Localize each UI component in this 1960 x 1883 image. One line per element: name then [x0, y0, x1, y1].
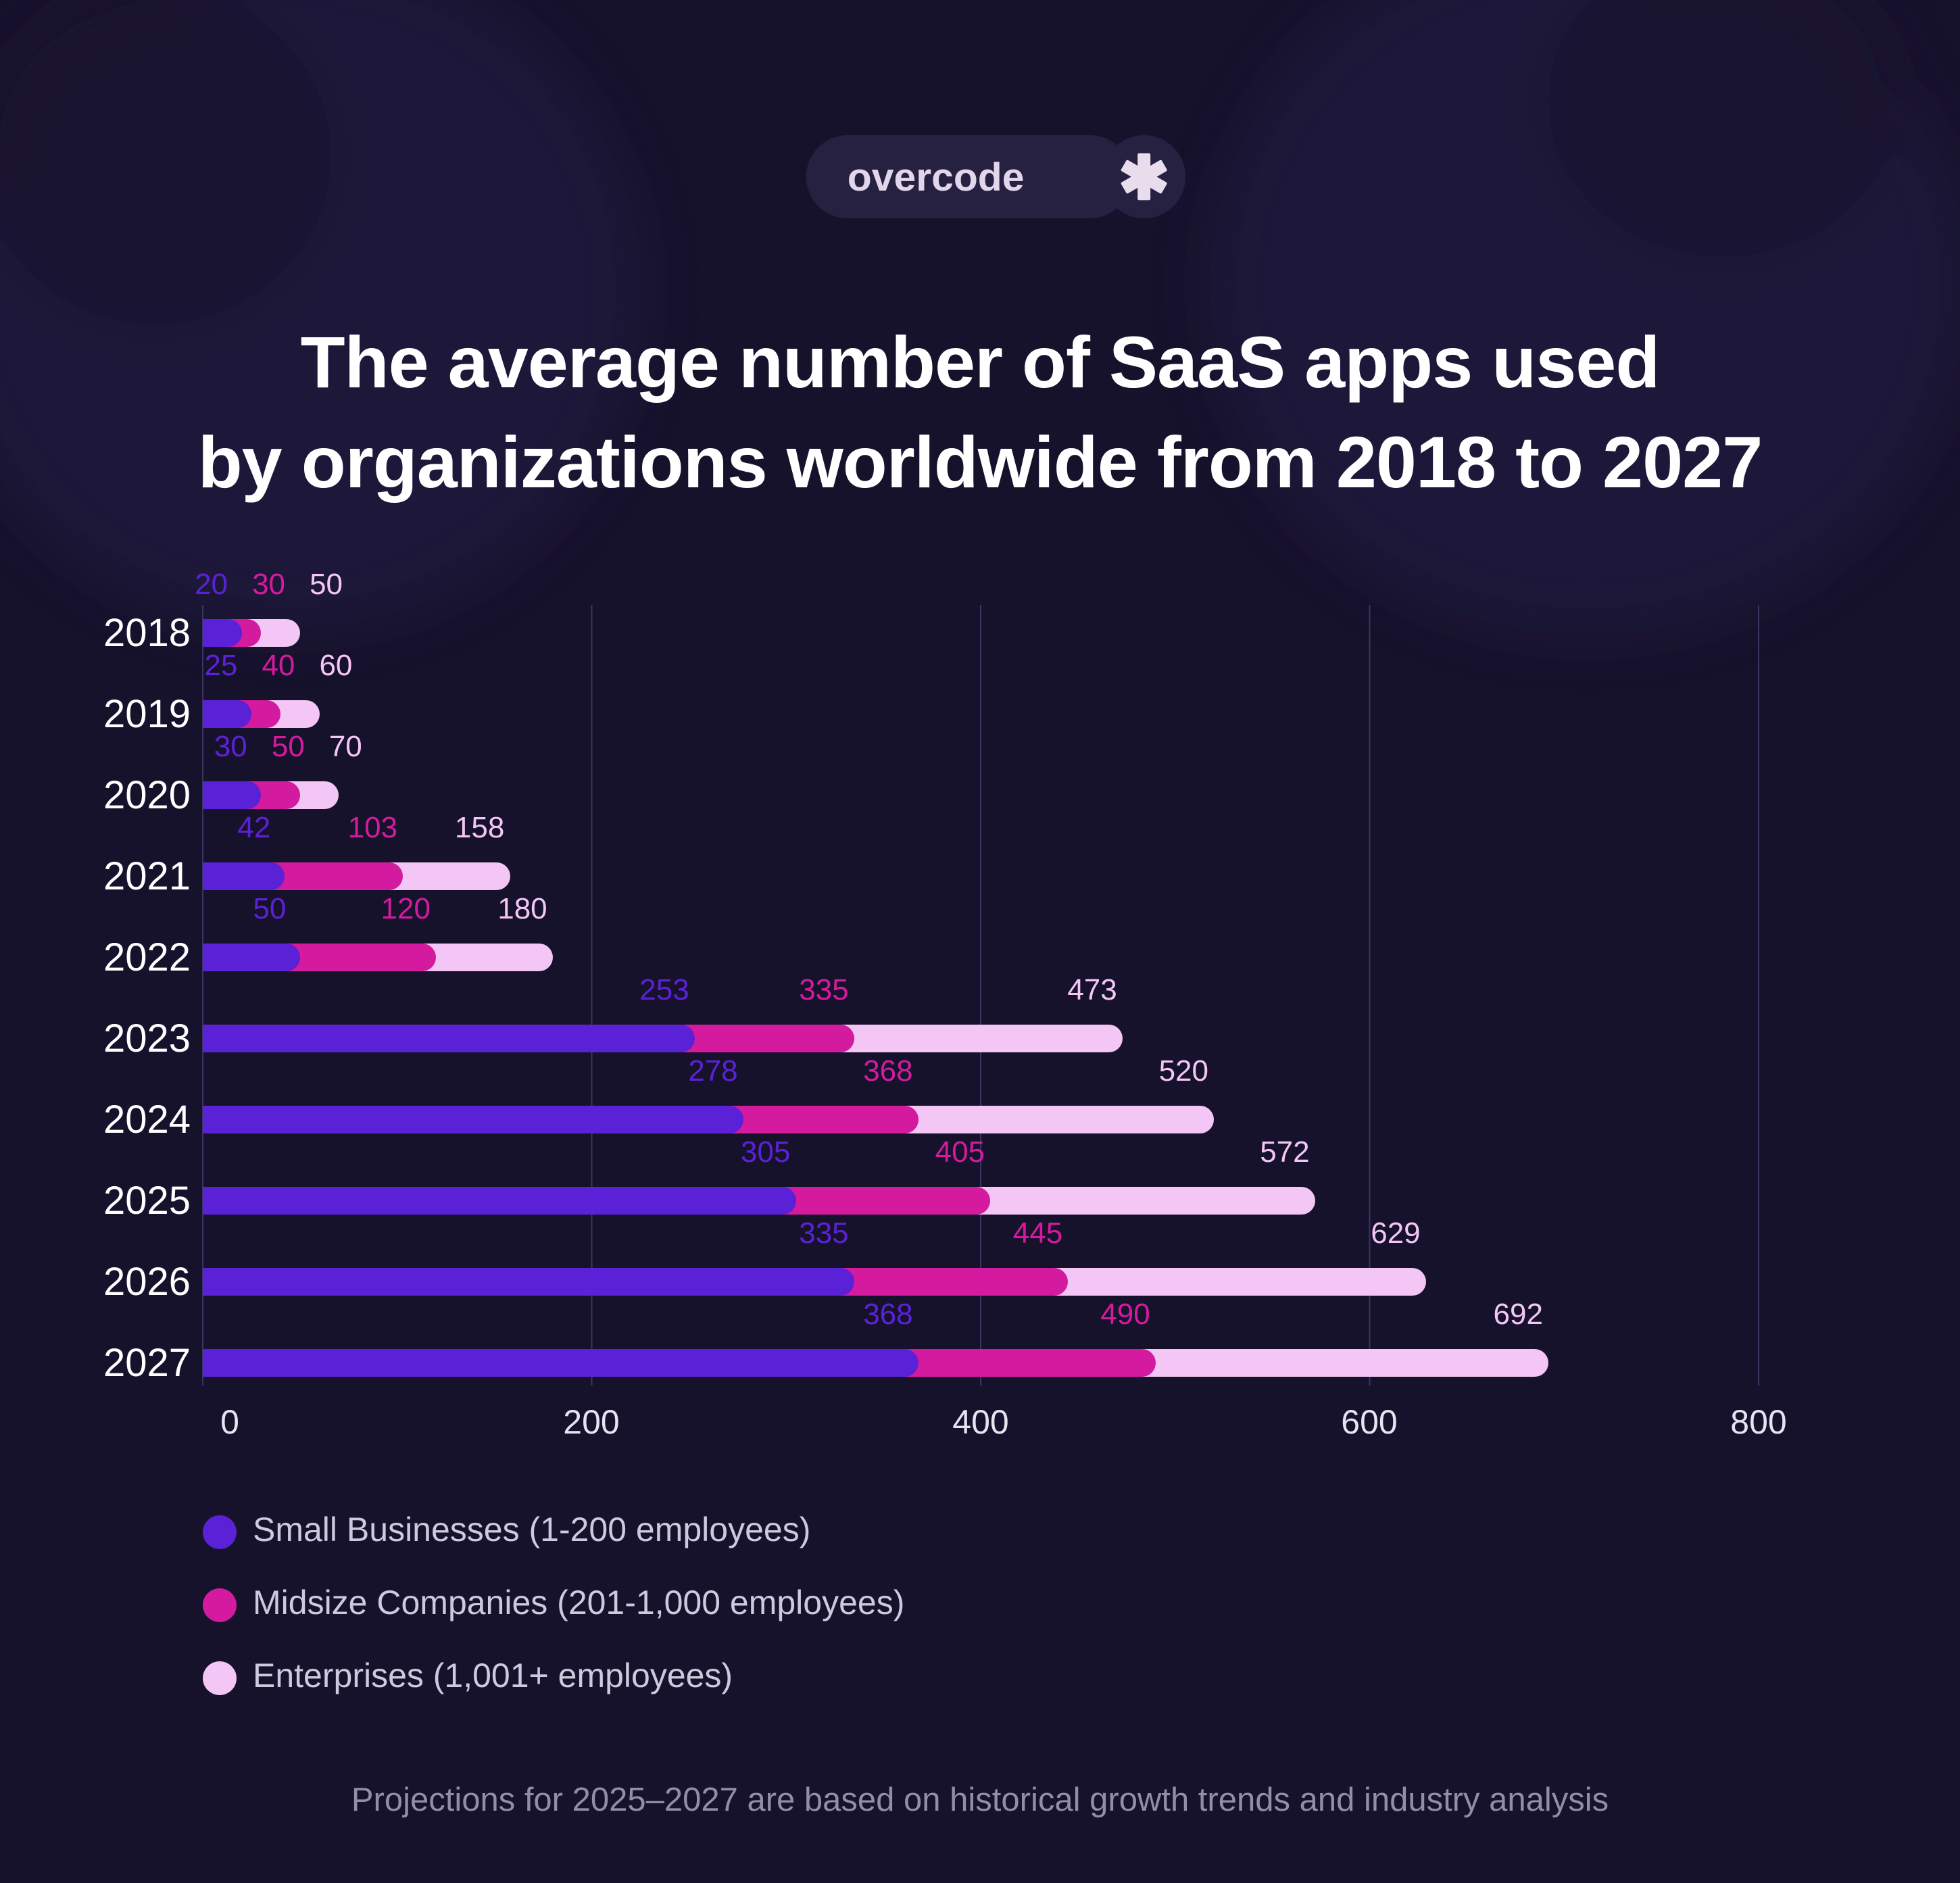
svg-text:overcode: overcode [848, 155, 1025, 199]
